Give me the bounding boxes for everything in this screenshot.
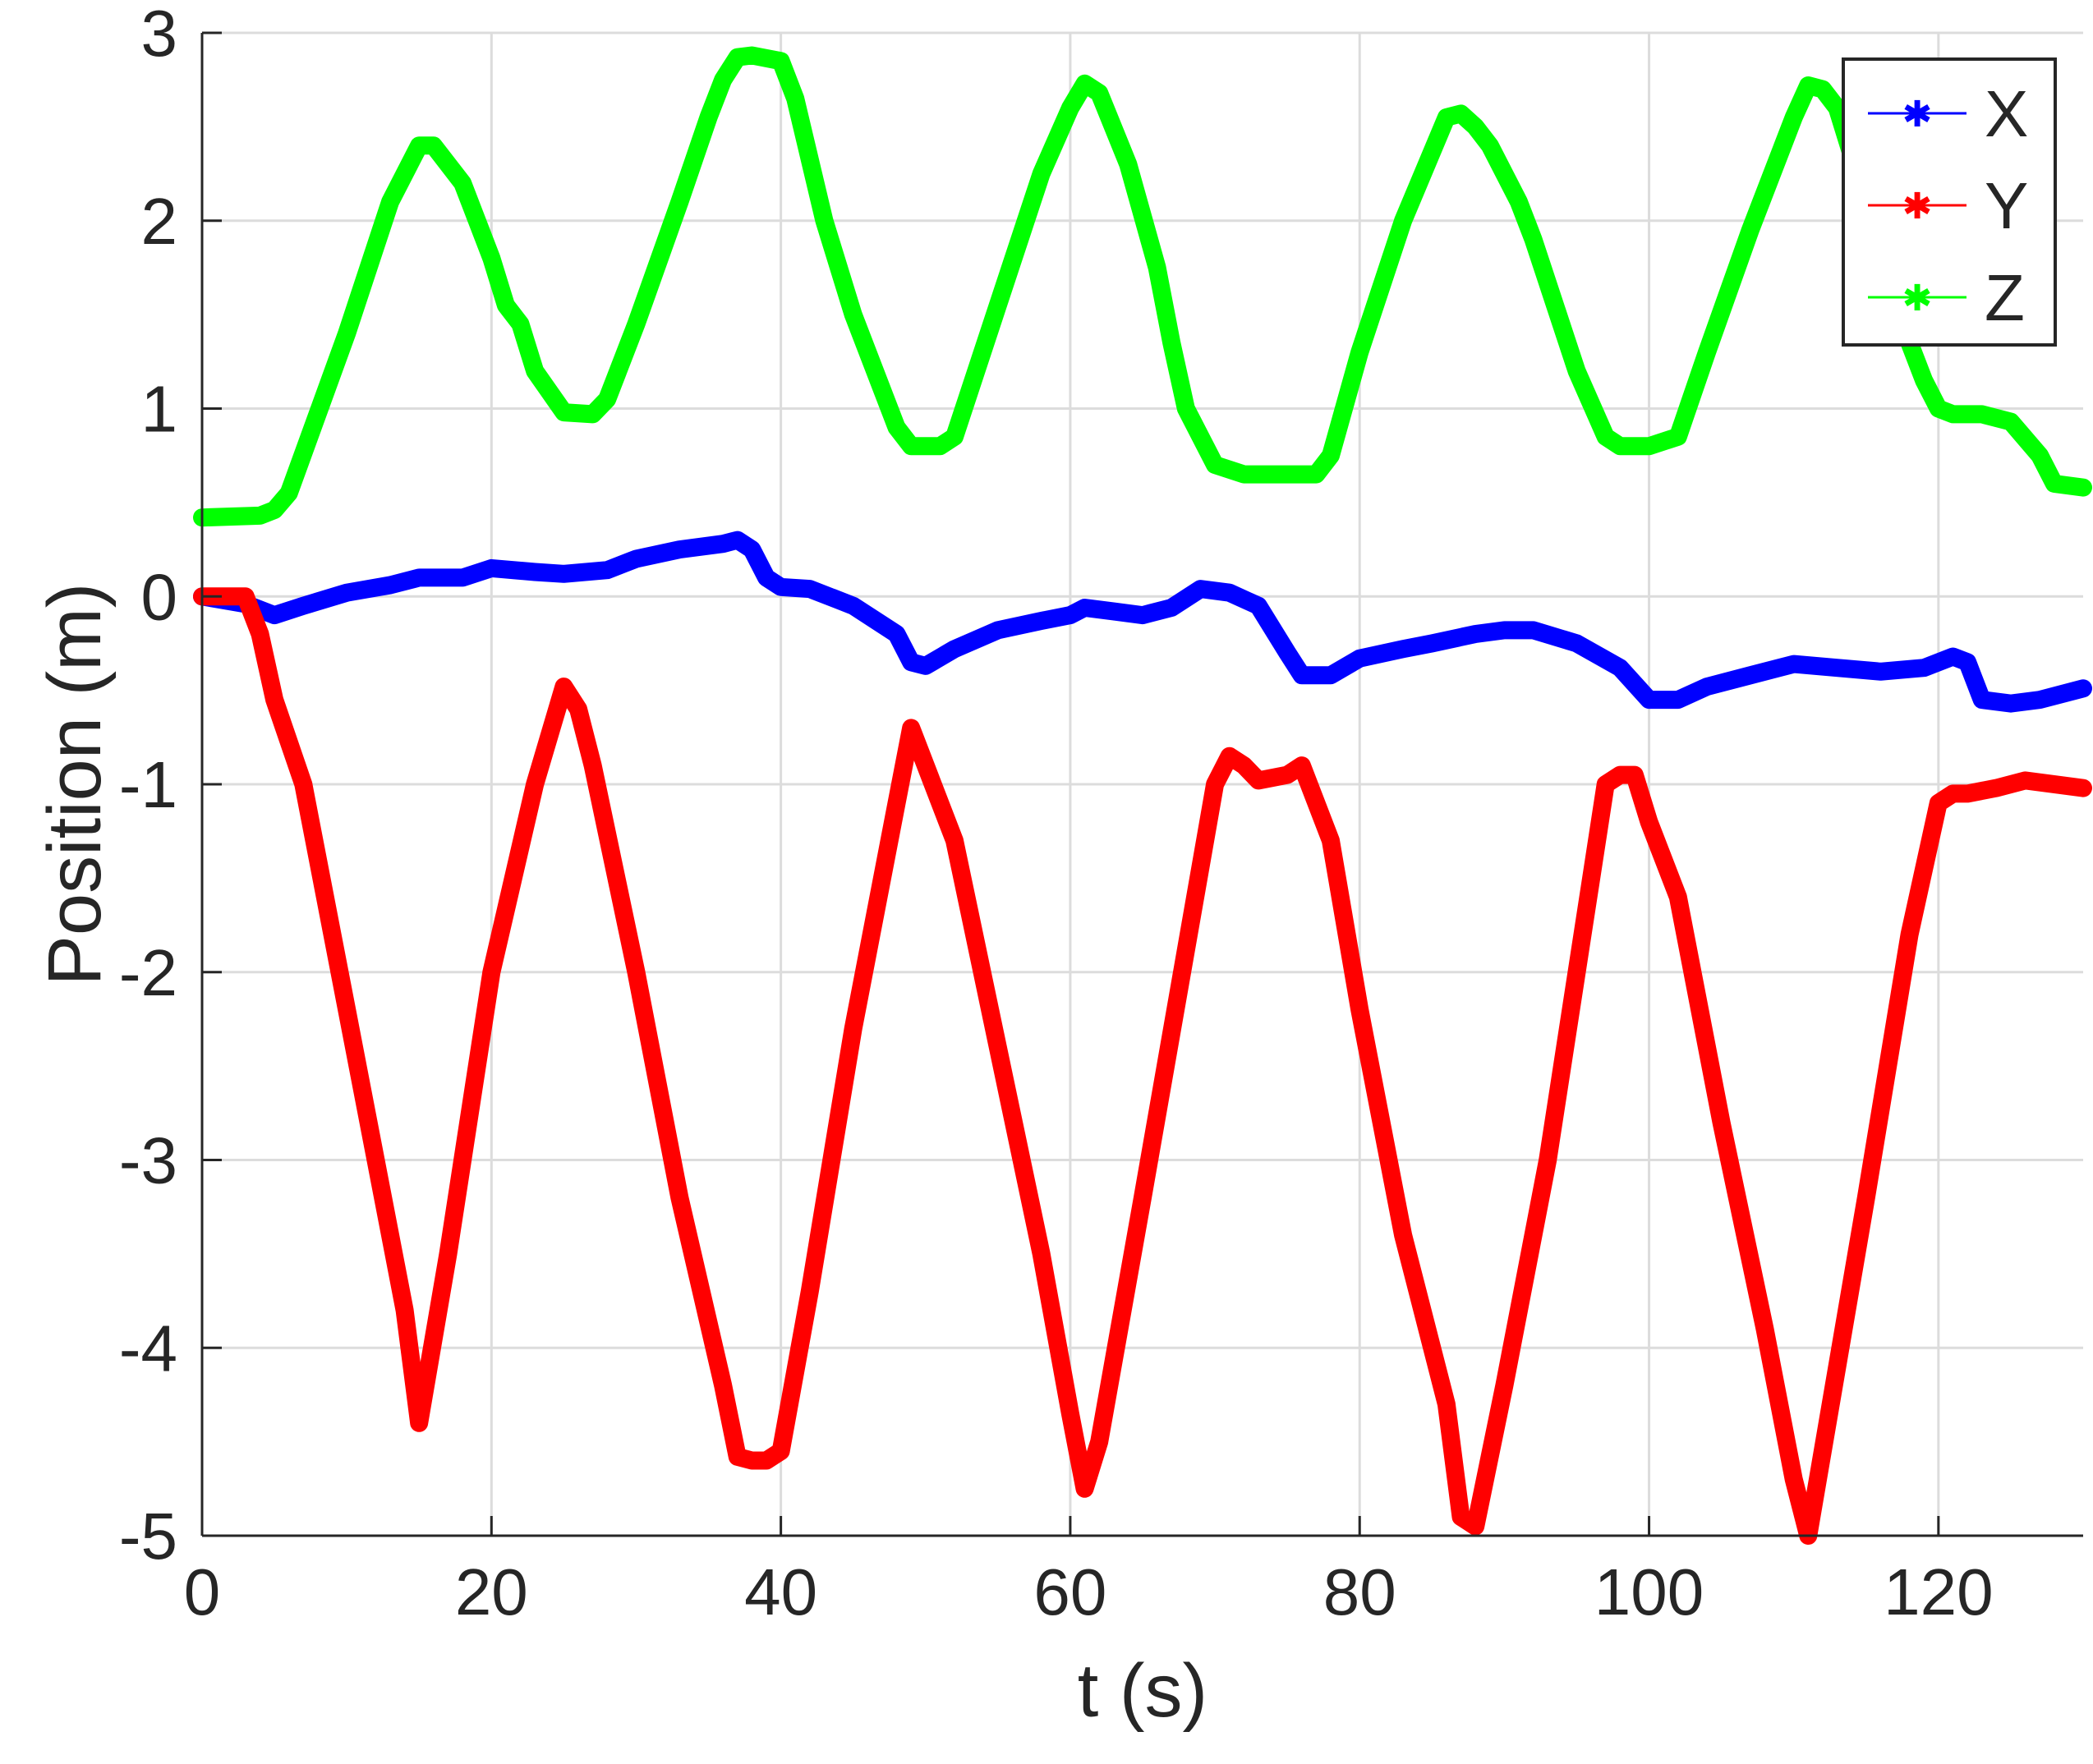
y-axis-label: Position (m) xyxy=(33,583,117,986)
series-line-x xyxy=(193,531,2092,713)
x-tick-label: 40 xyxy=(744,1555,817,1628)
legend-label-y: Y xyxy=(1985,169,2028,242)
x-tick-label: 60 xyxy=(1033,1555,1106,1628)
x-tick-label: 0 xyxy=(184,1555,221,1628)
legend-label-x: X xyxy=(1985,77,2028,150)
series-line-y xyxy=(193,587,2092,1545)
x-tick-label: 100 xyxy=(1594,1555,1704,1628)
x-tick-label: 20 xyxy=(455,1555,528,1628)
legend-label-z: Z xyxy=(1985,261,2025,334)
y-tick-label: -1 xyxy=(119,748,177,821)
y-tick-label: 0 xyxy=(141,560,178,633)
y-tick-label: 2 xyxy=(141,185,178,258)
legend: ✱ X ✱ Y ✱ Z xyxy=(1842,57,2057,347)
grid xyxy=(200,31,2083,1537)
legend-marker-icon: ✱ xyxy=(1902,94,1933,135)
x-tick-label: 80 xyxy=(1323,1555,1396,1628)
x-tick-label: 120 xyxy=(1884,1555,1993,1628)
y-tick-label: -2 xyxy=(119,936,177,1009)
plot-series xyxy=(193,46,2092,1545)
axes xyxy=(200,31,2083,1537)
y-tick-label: 1 xyxy=(141,373,178,446)
y-tick-label: 3 xyxy=(141,0,178,70)
y-tick-label: -5 xyxy=(119,1500,177,1573)
y-tick-label: -3 xyxy=(119,1124,177,1197)
series-line-z xyxy=(193,46,2092,527)
x-axis-label: t (s) xyxy=(1078,1649,1208,1733)
y-tick-label: -4 xyxy=(119,1312,177,1385)
tick-labels: 0 20 40 60 80 100 120 -5 -4 -3 -2 -1 0 1 2 3 xyxy=(119,0,1994,1628)
legend-marker-icon: ✱ xyxy=(1902,278,1933,319)
legend-marker-icon: ✱ xyxy=(1902,186,1933,227)
